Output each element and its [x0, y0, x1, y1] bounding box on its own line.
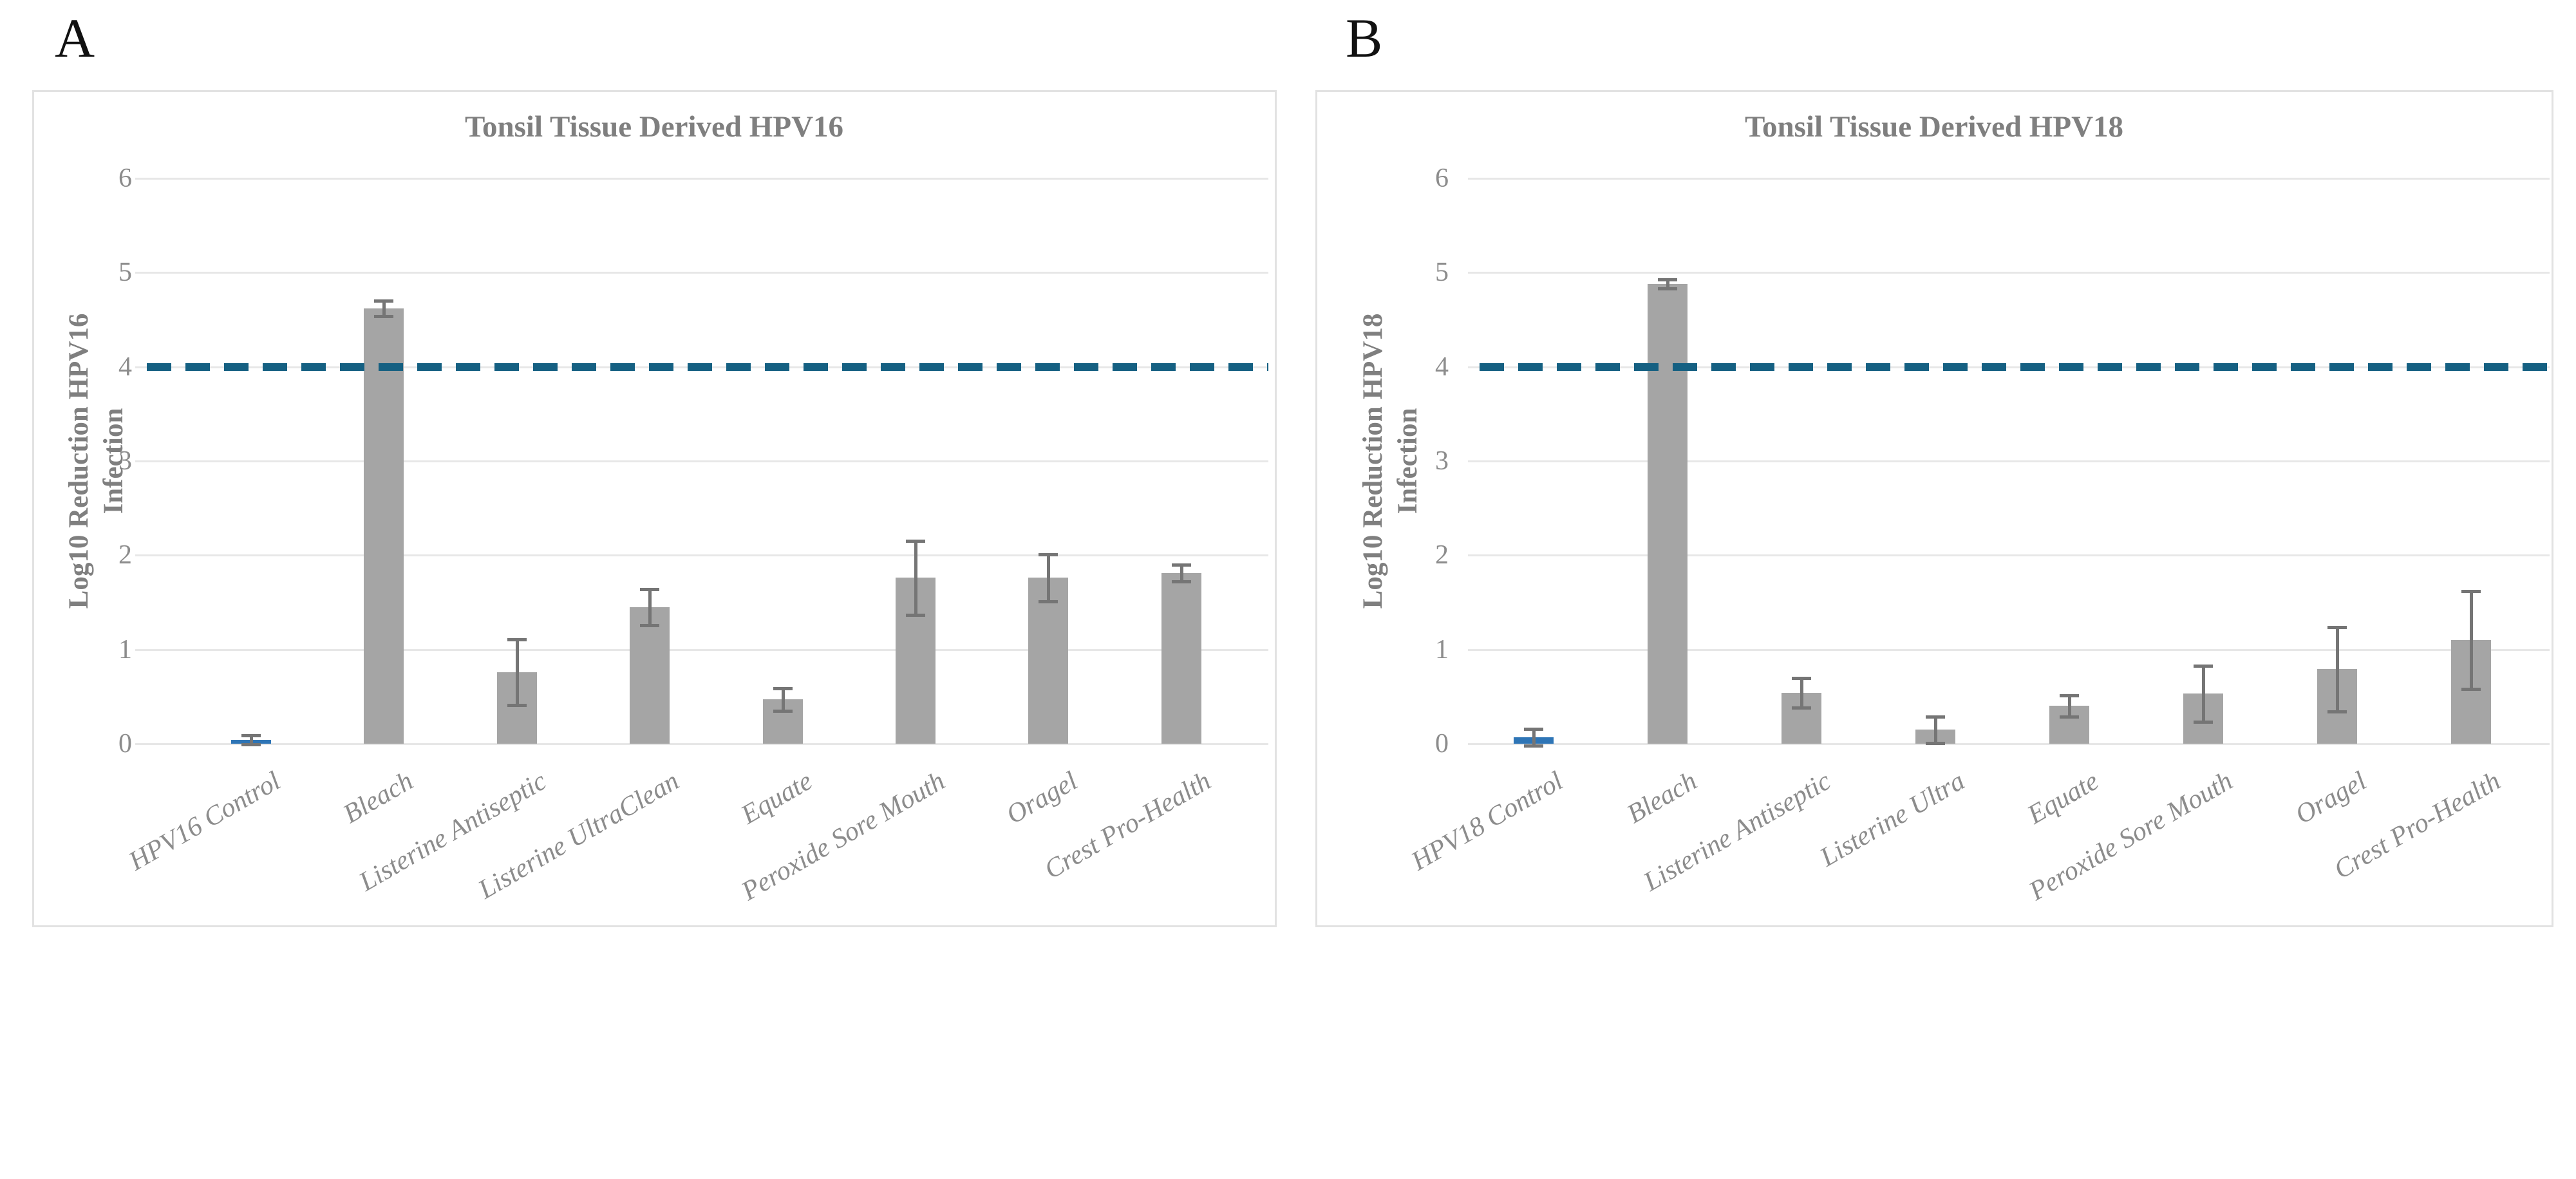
error-bar-cap-bottom — [2461, 688, 2481, 692]
error-bar-cap-top — [374, 299, 394, 303]
y-axis-title-line2: Infection — [1393, 408, 1423, 514]
y-axis-title-line2: Infection — [99, 408, 129, 514]
error-bar-listerine-ultraclean — [648, 589, 652, 625]
gridline-y5 — [1468, 272, 2550, 274]
error-bar-cap-bottom — [640, 623, 660, 627]
error-bar-cap-top — [1926, 715, 1945, 719]
panel-a-letter: A — [55, 7, 95, 69]
chart-panel-tonsil-tissue-derived-hpv18 — [1315, 90, 2553, 927]
chart-title: Tonsil Tissue Derived HPV18 — [1744, 110, 2124, 144]
bar-bleach — [364, 308, 404, 744]
y-axis-tick-label: 0 — [118, 729, 132, 759]
error-bar-cap-bottom — [2194, 721, 2213, 724]
error-bar-cap-top — [1039, 552, 1058, 556]
bar-oragel — [1028, 578, 1069, 744]
gridline-y0 — [135, 743, 1268, 745]
gridline-y1 — [135, 648, 1268, 651]
y-axis-tick-label: 4 — [118, 352, 132, 382]
error-bar-cap-top — [2194, 664, 2213, 668]
error-bar-hpv18-control — [1532, 728, 1536, 746]
error-bar-equate — [781, 688, 785, 711]
gridline-y1 — [1468, 648, 2550, 651]
chart-panel-tonsil-tissue-derived-hpv16 — [32, 90, 1277, 927]
error-bar-cap-bottom — [507, 704, 527, 707]
gridline-y0 — [1468, 743, 2550, 745]
panel-b-letter: B — [1346, 7, 1383, 69]
error-bar-cap-bottom — [906, 613, 925, 617]
y-axis-title: Log10 Reduction HPV18 Infection — [1356, 139, 1425, 783]
y-axis-tick-label: 6 — [118, 164, 132, 194]
chart-title: Tonsil Tissue Derived HPV16 — [464, 110, 844, 144]
error-bar-cap-bottom — [1171, 580, 1191, 584]
gridline-y6 — [1468, 178, 2550, 180]
error-bar-cap-top — [1524, 727, 1543, 731]
error-bar-listerine-antiseptic — [515, 639, 519, 705]
error-bar-cap-top — [241, 733, 261, 737]
y-axis-title-line1: Log10 Reduction HPV18 — [1358, 313, 1388, 609]
error-bar-peroxide-sore-mouth — [2202, 665, 2205, 722]
error-bar-bleach — [382, 301, 386, 316]
gridline-y2 — [1468, 554, 2550, 557]
error-bar-cap-bottom — [374, 314, 394, 318]
y-axis-tick-label: 4 — [1435, 352, 1449, 382]
error-bar-cap-top — [2461, 589, 2481, 593]
gridline-y6 — [135, 178, 1268, 180]
reference-dashed-line — [147, 363, 1268, 371]
y-axis-tick-label: 5 — [118, 258, 132, 288]
error-bar-cap-top — [773, 686, 793, 690]
error-bar-cap-top — [640, 588, 660, 592]
error-bar-cap-top — [906, 540, 925, 543]
error-bar-cap-bottom — [1792, 706, 1811, 710]
error-bar-cap-bottom — [1524, 744, 1543, 748]
error-bar-cap-top — [1792, 676, 1811, 680]
error-bar-bleach — [1666, 279, 1669, 289]
error-bar-listerine-antiseptic — [1800, 677, 1803, 708]
error-bar-cap-top — [1658, 278, 1677, 281]
gridline-y3 — [135, 460, 1268, 462]
error-bar-cap-bottom — [1658, 287, 1677, 291]
y-axis-tick-label: 2 — [1435, 540, 1449, 571]
error-bar-cap-bottom — [1926, 741, 1945, 745]
gridline-y3 — [1468, 460, 2550, 462]
y-axis-title: Log10 Reduction HPV16 Infection — [62, 139, 131, 783]
error-bar-peroxide-sore-mouth — [914, 541, 917, 615]
error-bar-listerine-ultra — [1934, 716, 1937, 743]
error-bar-cap-bottom — [2060, 715, 2079, 719]
y-axis-tick-label: 5 — [1435, 258, 1449, 288]
error-bar-hpv16-control — [250, 735, 253, 745]
error-bar-cap-top — [2327, 625, 2347, 629]
reference-dashed-line — [1480, 363, 2550, 371]
error-bar-crest-pro-health — [1180, 564, 1183, 582]
gridline-y2 — [135, 554, 1268, 557]
y-axis-tick-label: 2 — [118, 540, 132, 571]
gridline-y5 — [135, 272, 1268, 274]
error-bar-oragel — [1047, 554, 1051, 602]
error-bar-cap-top — [507, 637, 527, 641]
error-bar-cap-bottom — [241, 743, 261, 747]
two-panel-bar-figure: A B Tonsil Tissue Derived HPV16 0 1 2 3 4 5 6 Lo… — [32, 7, 2553, 927]
y-axis-tick-label: 0 — [1435, 729, 1449, 759]
y-axis-tick-label: 6 — [1435, 164, 1449, 194]
bar-bleach — [1648, 283, 1688, 744]
error-bar-oragel — [2336, 627, 2339, 712]
error-bar-cap-bottom — [773, 709, 793, 713]
y-axis-tick-label: 3 — [118, 446, 132, 476]
error-bar-crest-pro-health — [2470, 590, 2473, 690]
bar-crest-pro-health — [1161, 573, 1201, 744]
error-bar-cap-top — [1171, 563, 1191, 567]
error-bar-cap-top — [2060, 694, 2079, 698]
y-axis-tick-label: 1 — [118, 634, 132, 665]
y-axis-tick-label: 1 — [1435, 634, 1449, 665]
error-bar-equate — [2068, 695, 2071, 717]
bar-listerine-ultraclean — [630, 607, 670, 744]
error-bar-cap-bottom — [1039, 600, 1058, 604]
y-axis-tick-label: 3 — [1435, 446, 1449, 476]
y-axis-title-line1: Log10 Reduction HPV16 — [64, 313, 94, 609]
error-bar-cap-bottom — [2327, 710, 2347, 714]
